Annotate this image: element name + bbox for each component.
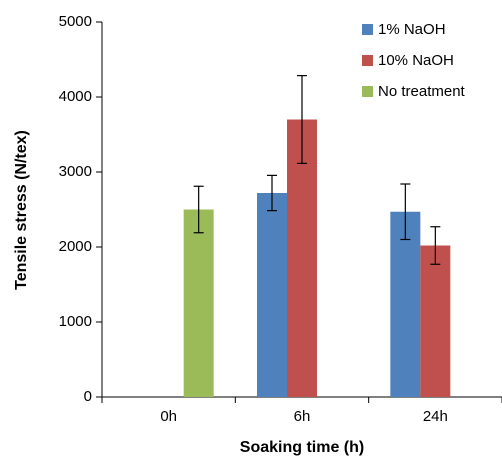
x-axis-title: Soaking time (h) [240, 439, 364, 456]
x-tick-label: 6h [294, 408, 311, 425]
y-tick-label: 5000 [59, 13, 92, 30]
legend-label: 1% NaOH [378, 21, 446, 38]
error-bar [430, 226, 441, 265]
bar [257, 193, 287, 397]
legend-swatch [362, 55, 373, 66]
x-tick-label: 24h [423, 408, 448, 425]
y-tick-label: 1000 [59, 313, 92, 330]
y-tick-label: 2000 [59, 238, 92, 255]
legend-swatch [362, 24, 373, 35]
y-axis-title: Tensile stress (N/tex) [13, 130, 30, 290]
legend-label: No treatment [378, 83, 466, 100]
error-bar [297, 75, 307, 164]
legend-swatch [362, 86, 373, 97]
y-tick-label: 0 [84, 388, 92, 405]
error-bar [400, 183, 411, 241]
y-tick-label: 4000 [59, 88, 92, 105]
bar [390, 211, 421, 397]
bar [287, 119, 317, 397]
legend-label: 10% NaOH [378, 52, 454, 69]
error-bar [193, 185, 204, 234]
bar [183, 209, 214, 397]
bar [420, 245, 451, 397]
error-bar [267, 174, 277, 212]
y-tick-label: 3000 [59, 163, 92, 180]
x-tick-label: 0h [160, 408, 177, 425]
